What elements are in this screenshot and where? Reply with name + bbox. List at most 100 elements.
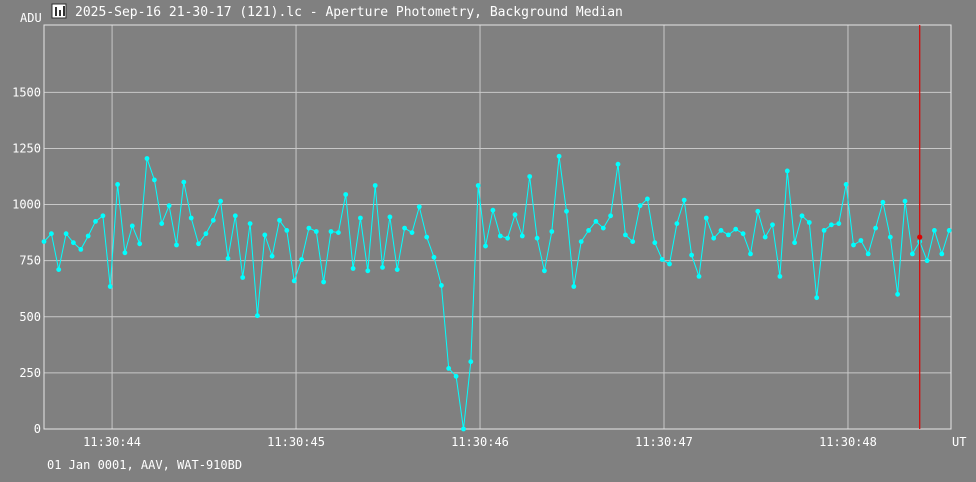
data-point — [431, 254, 437, 260]
data-point — [637, 203, 643, 209]
data-point — [365, 268, 371, 274]
data-point — [107, 284, 113, 289]
data-point — [674, 221, 680, 227]
data-point — [512, 212, 518, 218]
data-point — [461, 426, 466, 432]
data-point — [372, 183, 378, 188]
data-point — [218, 198, 224, 204]
data-point — [718, 228, 724, 233]
data-point — [667, 261, 672, 267]
data-point — [880, 199, 886, 205]
data-point — [247, 221, 253, 227]
data-point — [630, 239, 636, 245]
data-point — [144, 156, 150, 161]
data-point — [733, 226, 739, 232]
data-point — [784, 168, 790, 174]
data-point — [806, 220, 812, 225]
data-point — [703, 215, 709, 221]
data-point — [424, 234, 430, 240]
data-point — [277, 217, 282, 223]
data-point — [210, 217, 216, 223]
data-point — [446, 366, 452, 371]
data-point — [490, 207, 496, 213]
data-point — [556, 153, 562, 159]
data-point — [623, 232, 628, 238]
data-point — [439, 283, 444, 288]
y-tick-label: 0 — [34, 422, 41, 436]
data-point — [777, 274, 783, 279]
data-point — [203, 231, 209, 237]
y-tick-label: 1500 — [12, 85, 41, 99]
data-point — [188, 215, 194, 221]
data-point — [946, 228, 952, 233]
data-point — [402, 225, 407, 231]
data-point — [41, 239, 47, 245]
data-point — [416, 204, 422, 210]
data-point — [468, 359, 474, 365]
data-point — [851, 242, 856, 248]
data-point — [255, 313, 260, 319]
data-point — [497, 233, 503, 239]
x-tick-label: 11:30:46 — [451, 435, 509, 449]
data-point — [792, 240, 797, 246]
grid-lines — [43, 24, 952, 430]
data-point — [115, 182, 120, 187]
data-point — [696, 274, 702, 279]
data-point — [578, 239, 584, 245]
data-point — [225, 256, 231, 261]
data-point — [475, 183, 481, 188]
y-tick-label: 1000 — [12, 198, 41, 212]
data-point — [358, 215, 363, 221]
data-point — [615, 161, 621, 167]
data-point — [232, 213, 238, 219]
data-point — [895, 291, 900, 297]
data-point — [129, 223, 135, 229]
data-point — [262, 232, 268, 238]
plot-frame — [43, 24, 952, 430]
data-point — [93, 219, 98, 224]
data-point — [799, 213, 805, 219]
x-tick-labels: 11:30:44 11:30:45 11:30:46 11:30:47 11:30:48 — [83, 435, 877, 449]
data-point — [159, 221, 165, 227]
data-point — [240, 275, 246, 280]
data-point — [380, 265, 385, 270]
series-line — [43, 156, 950, 430]
x-axis-label: UT — [952, 435, 966, 449]
data-point — [755, 208, 761, 214]
data-point — [284, 228, 290, 233]
time-cursor[interactable] — [917, 25, 923, 429]
y-tick-label: 500 — [19, 310, 41, 324]
chart-app-icon — [51, 3, 67, 19]
data-point — [49, 231, 54, 237]
data-point — [269, 253, 275, 259]
data-point — [291, 278, 297, 284]
data-point — [770, 222, 775, 228]
x-tick-label: 11:30:45 — [267, 435, 325, 449]
data-point — [821, 228, 827, 233]
data-point — [924, 258, 930, 264]
data-point — [858, 238, 864, 243]
data-point — [387, 214, 393, 220]
y-axis-label: ADU — [20, 11, 42, 25]
data-point — [586, 228, 591, 233]
data-point — [843, 182, 849, 187]
cursor-point — [917, 234, 923, 240]
data-point — [122, 250, 128, 256]
data-point — [534, 235, 540, 241]
y-tick-labels: 0 250 500 750 1000 1250 1500 — [12, 85, 41, 436]
data-point — [902, 198, 908, 204]
data-point — [306, 225, 312, 231]
data-point — [939, 251, 945, 257]
y-tick-label: 750 — [19, 254, 41, 268]
x-tick-label: 11:30:48 — [819, 435, 877, 449]
data-point — [910, 251, 915, 257]
data-point — [505, 235, 510, 241]
x-tick-label: 11:30:44 — [83, 435, 141, 449]
data-point — [299, 257, 304, 262]
data-point — [932, 228, 937, 233]
data-point — [762, 234, 768, 240]
data-point — [313, 229, 319, 234]
data-point — [527, 174, 533, 179]
